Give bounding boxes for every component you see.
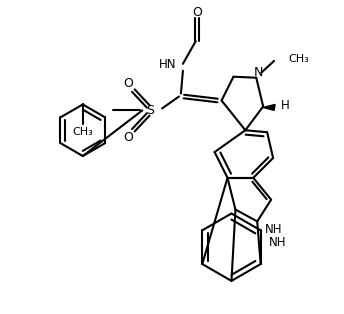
Text: S: S [146, 104, 154, 117]
Polygon shape [263, 105, 275, 111]
Text: CH₃: CH₃ [73, 127, 93, 137]
Text: O: O [123, 77, 133, 90]
Text: O: O [123, 131, 133, 144]
Text: O: O [192, 6, 202, 19]
Text: N: N [254, 66, 263, 79]
Text: NH: NH [265, 223, 283, 236]
Text: H: H [281, 99, 290, 112]
Text: CH₃: CH₃ [288, 54, 309, 64]
Text: NH: NH [269, 236, 286, 249]
Text: HN: HN [159, 58, 176, 71]
